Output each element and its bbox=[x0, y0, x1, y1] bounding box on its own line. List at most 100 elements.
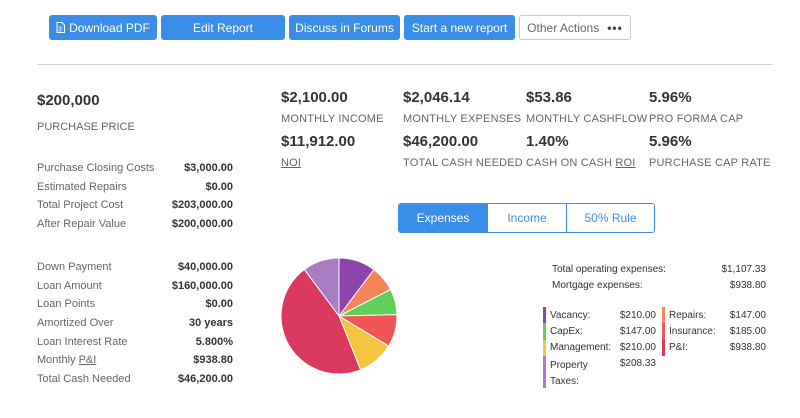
monthly-expenses-metric: $2,046.14 MONTHLY EXPENSES bbox=[403, 89, 533, 125]
list-item-label: After Repair Value bbox=[37, 218, 127, 231]
list-item-label: Amortized Over bbox=[37, 317, 114, 330]
header-divider bbox=[37, 64, 773, 65]
legend-value: $938.80 bbox=[729, 342, 766, 354]
metric-value: $53.86 bbox=[526, 89, 572, 106]
legend-swatch bbox=[543, 339, 546, 357]
metric-value: 5.96% bbox=[649, 133, 692, 150]
list-item-value: 30 years bbox=[188, 317, 233, 330]
discuss-forums-button[interactable]: Discuss in Forums bbox=[289, 15, 400, 40]
list-item-label: Down Payment bbox=[37, 261, 112, 274]
list-item: Loan Points $0.00 bbox=[37, 295, 233, 314]
noi-term-link[interactable]: NOI bbox=[281, 157, 302, 169]
edit-report-button[interactable]: Edit Report bbox=[161, 15, 285, 40]
monthly-income-metric: $2,100.00 MONTHLY INCOME bbox=[281, 89, 411, 125]
list-item-value: $0.00 bbox=[205, 298, 233, 311]
legend-label: Property Taxes: bbox=[550, 360, 588, 388]
metric-label: MONTHLY CASHFLOW bbox=[526, 113, 648, 125]
list-item-value: $3,000.00 bbox=[184, 162, 233, 175]
purchase-price-value: $200,000 bbox=[37, 92, 100, 109]
legend-label: Repairs: bbox=[669, 309, 707, 321]
operating-expenses-value: $1,107.33 bbox=[721, 263, 767, 275]
legend-swatch bbox=[662, 307, 665, 324]
legend-label: Vacancy: bbox=[550, 309, 591, 321]
roi-term-link[interactable]: ROI bbox=[615, 157, 636, 169]
legend-swatch bbox=[662, 323, 665, 340]
monthly-cashflow-metric: $53.86 MONTHLY CASHFLOW bbox=[526, 89, 656, 125]
list-item-value: $203,000.00 bbox=[171, 199, 233, 212]
pro-forma-cap-metric: 5.96% PRO FORMA CAP bbox=[649, 89, 779, 125]
more-dots-icon: ••• bbox=[607, 20, 623, 35]
pie-slice-p-i[interactable] bbox=[280, 268, 362, 375]
project-costs-list: Purchase Closing Costs $3,000.00 Estimate… bbox=[37, 159, 233, 233]
expense-totals: Total operating expenses: $1,107.33 Mort… bbox=[552, 261, 766, 293]
metric-label: TOTAL CASH NEEDED bbox=[403, 157, 523, 169]
legend-swatch bbox=[543, 356, 546, 389]
list-item-label: Monthly P&I bbox=[37, 354, 96, 366]
legend-item: Property Taxes: $208.33 bbox=[543, 356, 656, 389]
list-item-value: $40,000.00 bbox=[177, 261, 233, 274]
operating-expenses-label: Total operating expenses: bbox=[552, 263, 666, 275]
metric-value: 5.96% bbox=[649, 89, 692, 106]
legend-item: Vacancy: $210.00 bbox=[543, 307, 656, 324]
download-pdf-button[interactable]: Download PDF bbox=[49, 15, 157, 40]
legend-item: Management: $210.00 bbox=[543, 339, 656, 357]
tab-50-rule[interactable]: 50% Rule bbox=[567, 204, 654, 232]
list-item-value: 5.800% bbox=[195, 335, 233, 348]
metric-label: PRO FORMA CAP bbox=[649, 113, 744, 125]
metric-value: $2,100.00 bbox=[281, 89, 348, 106]
list-item: Loan Interest Rate 5.800% bbox=[37, 332, 233, 351]
list-item-label: Loan Points bbox=[37, 298, 96, 311]
pie-slice-property-taxes[interactable] bbox=[303, 257, 340, 318]
tab-expenses[interactable]: Expenses bbox=[399, 204, 488, 232]
list-item-value: $200,000.00 bbox=[171, 218, 233, 231]
expense-legend-left: Vacancy: $210.00 CapEx: $147.00 Management… bbox=[543, 307, 656, 389]
list-item-label: Loan Interest Rate bbox=[37, 335, 128, 348]
metric-value: $11,912.00 bbox=[281, 133, 356, 150]
list-item: Down Payment $40,000.00 bbox=[37, 258, 233, 277]
list-item-label: Estimated Repairs bbox=[37, 180, 127, 193]
legend-value: $147.00 bbox=[619, 326, 656, 338]
metric-label: MONTHLY INCOME bbox=[281, 113, 384, 125]
noi-metric: $11,912.00 NOI bbox=[281, 133, 411, 169]
list-item-label: Loan Amount bbox=[37, 279, 102, 292]
list-item-label: Total Project Cost bbox=[37, 199, 124, 212]
list-item: Purchase Closing Costs $3,000.00 bbox=[37, 159, 233, 178]
legend-value: $210.00 bbox=[619, 342, 656, 354]
mortgage-expenses-row: Mortgage expenses: $938.80 bbox=[552, 277, 766, 293]
legend-value: $185.00 bbox=[729, 326, 766, 338]
operating-expenses-row: Total operating expenses: $1,107.33 bbox=[552, 261, 766, 277]
list-item: Total Cash Needed $46,200.00 bbox=[37, 370, 233, 389]
legend-swatch bbox=[662, 339, 665, 357]
expenses-pie-chart bbox=[280, 257, 398, 375]
coc-prefix: CASH ON CASH bbox=[526, 157, 616, 169]
legend-swatch bbox=[543, 307, 546, 324]
pdf-file-icon bbox=[56, 22, 66, 33]
purchase-price-label: PURCHASE PRICE bbox=[37, 121, 135, 133]
legend-value: $147.00 bbox=[729, 309, 766, 321]
loan-details-list: Down Payment $40,000.00 Loan Amount $160,0… bbox=[37, 258, 233, 388]
list-item: Total Project Cost $203,000.00 bbox=[37, 196, 233, 215]
legend-value: $208.33 bbox=[619, 358, 656, 370]
list-item: Estimated Repairs $0.00 bbox=[37, 178, 233, 197]
metric-value: 1.40% bbox=[526, 133, 569, 150]
list-item: Amortized Over 30 years bbox=[37, 314, 233, 333]
other-actions-button[interactable]: Other Actions ••• bbox=[519, 15, 631, 40]
report-toolbar: Download PDF Edit Report Discuss in Foru… bbox=[49, 15, 635, 41]
other-actions-label: Other Actions bbox=[527, 20, 600, 35]
download-pdf-label: Download PDF bbox=[69, 20, 150, 35]
legend-item: CapEx: $147.00 bbox=[543, 323, 656, 340]
legend-item: P&I: $938.80 bbox=[662, 339, 766, 357]
list-item-value: $0.00 bbox=[205, 180, 233, 193]
legend-label: CapEx: bbox=[550, 326, 583, 338]
pi-term-link[interactable]: P&I bbox=[78, 354, 97, 367]
mortgage-expenses-label: Mortgage expenses: bbox=[552, 279, 643, 291]
new-report-button[interactable]: Start a new report bbox=[404, 15, 515, 40]
list-item: After Repair Value $200,000.00 bbox=[37, 215, 233, 234]
legend-label: P&I: bbox=[669, 342, 688, 354]
list-item-value: $46,200.00 bbox=[177, 372, 233, 385]
tab-income[interactable]: Income bbox=[488, 204, 567, 232]
metric-label: PURCHASE CAP RATE bbox=[649, 157, 771, 169]
list-item-label: Total Cash Needed bbox=[37, 372, 131, 385]
list-item: Monthly P&I $938.80 bbox=[37, 351, 233, 370]
list-item-value: $938.80 bbox=[193, 354, 233, 367]
